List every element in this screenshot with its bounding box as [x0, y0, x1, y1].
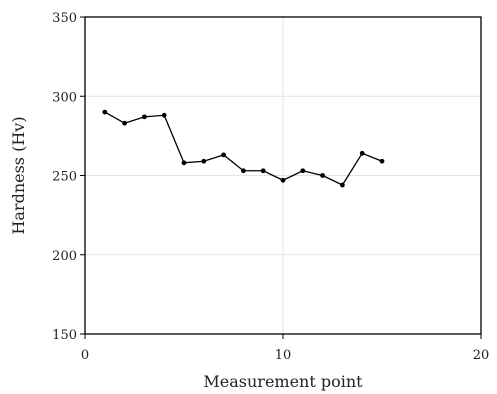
- x-tick-label: 10: [275, 348, 292, 363]
- data-point: [379, 158, 385, 164]
- data-point: [142, 114, 147, 120]
- data-point: [221, 152, 227, 158]
- grid-layer: [85, 17, 481, 334]
- data-point: [260, 168, 266, 174]
- data-point: [359, 150, 365, 156]
- y-tick-label: 300: [52, 90, 77, 105]
- data-point: [320, 173, 325, 178]
- y-tick-label: 200: [52, 249, 77, 264]
- y-tick-label: 150: [52, 328, 77, 343]
- series-layer: [102, 109, 385, 188]
- data-point: [280, 177, 286, 183]
- y-tick-label: 250: [52, 170, 77, 185]
- data-point: [102, 109, 108, 115]
- y-axis-title: Hardness (Hv): [9, 116, 28, 234]
- data-point: [181, 160, 187, 166]
- data-point: [161, 112, 167, 118]
- data-point: [122, 120, 127, 126]
- x-tick-label: 0: [81, 348, 89, 363]
- data-point: [340, 182, 345, 188]
- x-tick-label: 20: [473, 348, 490, 363]
- x-axis-title: Measurement point: [203, 372, 363, 391]
- y-tick-label: 350: [52, 11, 77, 26]
- data-point: [241, 168, 246, 174]
- tick-layer: 150 200 250 300 350 0 10 20: [52, 11, 489, 363]
- data-point: [201, 158, 207, 164]
- data-point: [300, 168, 306, 174]
